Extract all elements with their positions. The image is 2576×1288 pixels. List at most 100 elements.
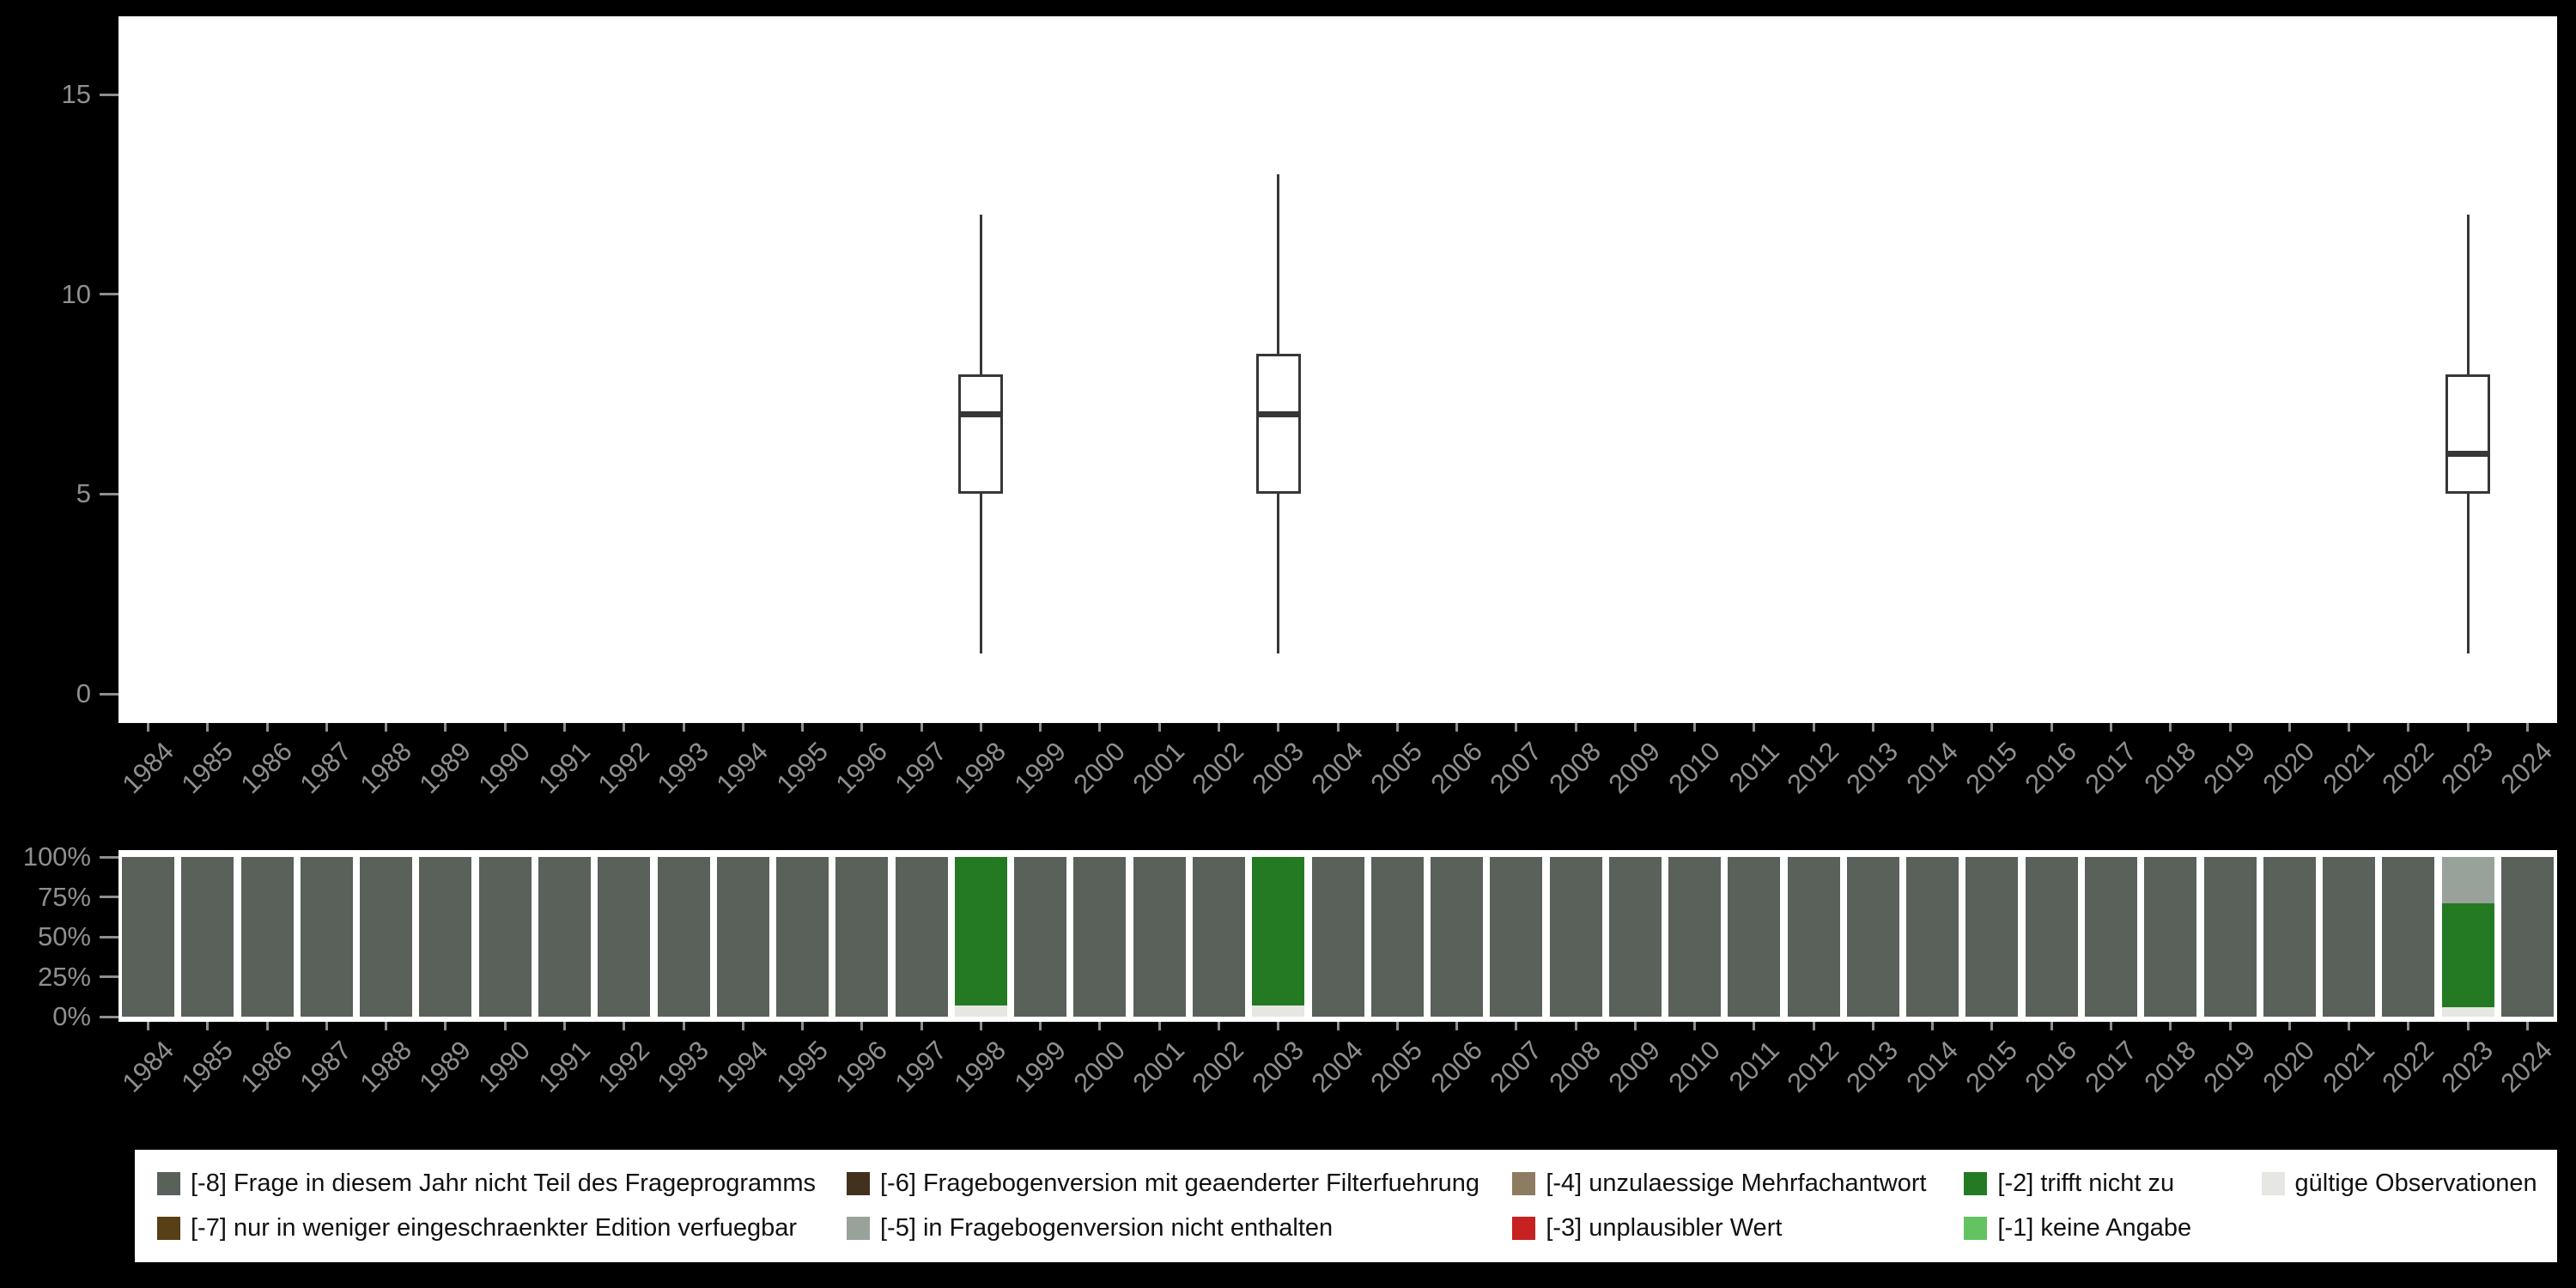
bar-x-axis-year-label: 2010 [1662, 1035, 1726, 1098]
bar-segment-neg8 [1073, 857, 1127, 1017]
boxplot-x-axis-year-tick [2348, 723, 2351, 732]
boxplot-x-axis-year-label: 1987 [294, 736, 358, 799]
bar-x-axis-year-label: 2003 [1246, 1035, 1309, 1098]
boxplot-x-axis-year-label: 1992 [592, 736, 655, 799]
year-bar [2323, 857, 2376, 1017]
bar-x-axis-year-tick [325, 1022, 328, 1030]
bar-x-axis-year-label: 1988 [354, 1035, 417, 1098]
bar-segment-neg8 [1431, 857, 1484, 1017]
bar-x-axis-year-label: 2006 [1425, 1035, 1488, 1098]
bar-segment-neg8 [1192, 857, 1245, 1017]
bar-x-axis-year-label: 2020 [2257, 1035, 2321, 1098]
bar-x-axis-year-label: 2015 [1959, 1035, 2023, 1098]
boxplot-x-axis-year-tick [920, 723, 923, 732]
boxplot-x-axis-year-label: 1996 [829, 736, 893, 799]
bar-x-axis-year-tick [503, 1022, 507, 1030]
bar-segment-neg8 [835, 857, 889, 1017]
bar-x-axis-year-label: 2017 [2079, 1035, 2142, 1098]
boxplot-median [958, 410, 1004, 417]
legend-item-valid: gültige Observationen [2261, 1169, 2537, 1198]
bar-x-axis-year-label: 2011 [1723, 1035, 1785, 1097]
year-bar [598, 857, 651, 1017]
bar-segment-neg8 [2025, 857, 2078, 1017]
boxplot-x-axis-year-label: 2023 [2435, 736, 2500, 799]
boxplot-x-axis-year-tick [147, 723, 150, 732]
boxplot-x-axis-year-label: 1989 [413, 736, 477, 799]
legend-label-neg7: [-7] nur in weniger eingeschraenkter Edi… [191, 1214, 798, 1242]
boxplot-x-axis-year-label: 2016 [2019, 736, 2083, 799]
bar-segment-neg8 [2263, 857, 2316, 1017]
bar-segment-neg8 [1311, 857, 1364, 1017]
legend-label-valid: gültige Observationen [2294, 1169, 2537, 1197]
bar-segment-neg8 [2323, 857, 2376, 1017]
bar-segment-neg8 [538, 857, 591, 1017]
legend-label-neg6: [-6] Fragebogenversion mit geaenderter F… [880, 1169, 1479, 1197]
bar-x-axis-year-label: 1999 [1008, 1035, 1072, 1098]
bar-x-axis-year-tick [1098, 1022, 1102, 1030]
bar-x-axis-year-tick [1455, 1022, 1459, 1030]
bar-segment-neg2 [954, 857, 1007, 1005]
year-bar [181, 857, 234, 1017]
boxplot-x-axis-year-label: 2001 [1127, 736, 1191, 799]
percent-axis-tick [100, 896, 118, 898]
boxplot-x-axis-year-tick [1515, 723, 1518, 732]
boxplot-x-axis-year-label: 2002 [1186, 736, 1250, 799]
boxplot-x-axis-year-tick [741, 723, 744, 732]
boxplot-x-axis-year-label: 2017 [2079, 736, 2142, 799]
bar-x-axis-year-tick [1812, 1022, 1815, 1030]
bar-x-axis-year-tick [1633, 1022, 1637, 1030]
boxplot-x-axis-year-tick [1990, 723, 1994, 732]
legend-item-neg1: [-1] keine Angabe [1964, 1214, 2261, 1242]
boxplot-x-axis-year-tick [1455, 723, 1459, 732]
bar-segment-neg8 [1846, 857, 1899, 1017]
legend-swatch-neg2 [1964, 1171, 1988, 1195]
boxplot-x-axis-year-label: 2020 [2257, 736, 2321, 799]
boxplot-median [1255, 410, 1301, 417]
boxplot-x-axis-year-label: 2000 [1067, 736, 1131, 799]
bar-x-axis-year-tick [2050, 1022, 2053, 1030]
boxplot-x-axis-year-tick [1098, 723, 1102, 732]
bar-x-axis-year-label: 1991 [532, 1035, 596, 1098]
bar-segment-neg8 [181, 857, 234, 1017]
bar-x-axis-year-label: 2018 [2138, 1035, 2202, 1098]
bar-x-axis-year-tick [1990, 1022, 1994, 1030]
boxplot-x-axis-year-tick [206, 723, 210, 732]
boxplot-x-axis-year-label: 2009 [1602, 736, 1667, 799]
bar-x-axis-year-tick [741, 1022, 744, 1030]
legend: [-8] Frage in diesem Jahr nicht Teil des… [135, 1150, 2557, 1262]
boxplot-x-axis-year-tick [503, 723, 507, 732]
bar-segment-neg8 [1608, 857, 1662, 1017]
year-bar [1608, 857, 1662, 1017]
y-axis-tick [100, 93, 118, 96]
bar-segment-neg8 [776, 857, 829, 1017]
y-axis-tick [100, 293, 118, 296]
bar-segment-neg8 [1133, 857, 1186, 1017]
year-bar [419, 857, 472, 1017]
bar-x-axis-year-tick [2466, 1022, 2470, 1030]
year-bar [1490, 857, 1543, 1017]
boxplot-x-axis-year-label: 2010 [1662, 736, 1726, 799]
boxplot-x-axis-year-label: 2024 [2494, 736, 2559, 799]
percent-axis-tick [100, 1015, 118, 1018]
boxplot-x-axis-year-label: 1986 [234, 736, 299, 799]
bar-x-axis-year-tick [682, 1022, 685, 1030]
bar-x-axis-year-tick [2407, 1022, 2410, 1030]
bar-x-axis-year-tick [1336, 1022, 1340, 1030]
boxplot-x-axis-year-label: 2012 [1781, 736, 1845, 799]
legend-item-neg6: [-6] Fragebogenversion mit geaenderter F… [847, 1170, 1512, 1198]
boxplot-x-axis-year-tick [979, 723, 982, 732]
boxplot-box [2445, 374, 2491, 495]
bar-x-axis-year-tick [1574, 1022, 1577, 1030]
boxplot-x-axis-year-label: 2006 [1425, 736, 1488, 799]
year-bar [1846, 857, 1899, 1017]
bar-x-axis-year-tick [1515, 1022, 1518, 1030]
boxplot-x-axis-year-tick [1336, 723, 1340, 732]
bar-segment-neg8 [1549, 857, 1602, 1017]
boxplot-x-axis-year-tick [385, 723, 388, 732]
year-bar [835, 857, 889, 1017]
year-bar [954, 857, 1007, 1017]
boxplot-x-axis-year-label: 2014 [1900, 736, 1964, 799]
bar-x-axis-year-tick [860, 1022, 864, 1030]
boxplot-box [1255, 354, 1301, 495]
year-bar [1668, 857, 1722, 1017]
